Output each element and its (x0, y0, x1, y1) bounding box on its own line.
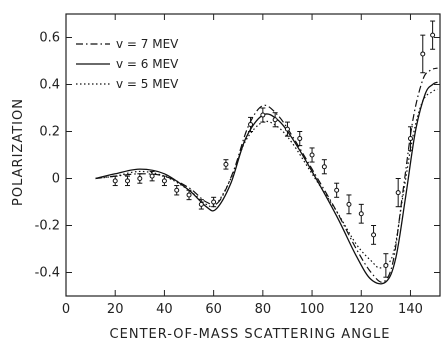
legend-label-2: v = 6 MEV (116, 57, 179, 71)
data-point (149, 173, 155, 179)
legend-label-3: v = 5 MEV (116, 77, 179, 91)
data-point (346, 201, 352, 207)
measurements (112, 20, 436, 278)
data-point (297, 136, 303, 142)
y-tick-label: 0.2 (39, 125, 60, 140)
x-tick-label: 120 (349, 302, 374, 317)
x-tick-label: 100 (300, 302, 325, 317)
data-point (383, 262, 389, 268)
x-tick-label: 40 (156, 302, 173, 317)
data-point (272, 117, 278, 123)
y-axis-label: POLARIZATION (11, 98, 26, 206)
series-line-1 (95, 67, 438, 283)
curves (95, 67, 438, 285)
x-tick-label: 140 (398, 302, 423, 317)
data-point (358, 211, 364, 217)
data-point (125, 178, 131, 184)
data-point (420, 51, 426, 57)
data-point (223, 161, 229, 167)
series-line-3 (95, 88, 438, 269)
x-tick-label: 60 (205, 302, 222, 317)
data-point (395, 190, 401, 196)
data-point (161, 178, 167, 184)
data-point (198, 201, 204, 207)
data-point (112, 178, 118, 184)
y-tick-label: -0.2 (35, 219, 60, 234)
x-axis: 0 20 40 60 80 100 120 140 (62, 14, 423, 317)
data-point (334, 187, 340, 193)
data-point (211, 199, 217, 205)
legend-label-1: v = 7 MEV (116, 37, 179, 51)
y-tick-label: 0.6 (39, 31, 60, 46)
y-axis: -0.4 -0.2 0 0.2 0.4 0.6 (35, 31, 440, 281)
data-point (371, 232, 377, 238)
x-tick-label: 0 (62, 302, 70, 317)
x-tick-label: 20 (107, 302, 124, 317)
data-point (309, 152, 315, 158)
data-point (430, 32, 436, 38)
y-tick-label: 0 (52, 172, 60, 187)
y-tick-label: -0.4 (35, 266, 60, 281)
data-point (260, 112, 266, 118)
x-axis-label: CENTER-OF-MASS SCATTERING ANGLE (110, 327, 391, 342)
data-point (137, 176, 143, 181)
series-line-2 (95, 81, 438, 285)
data-point (174, 187, 180, 193)
data-point (407, 136, 413, 142)
y-tick-label: 0.4 (39, 78, 60, 93)
plot-frame (65, 13, 441, 297)
data-point (248, 121, 254, 127)
data-point (186, 192, 192, 198)
data-point (284, 126, 290, 132)
x-tick-label: 80 (255, 302, 272, 317)
legend: v = 7 MEV v = 6 MEV v = 5 MEV (76, 37, 179, 91)
data-point (321, 164, 327, 170)
